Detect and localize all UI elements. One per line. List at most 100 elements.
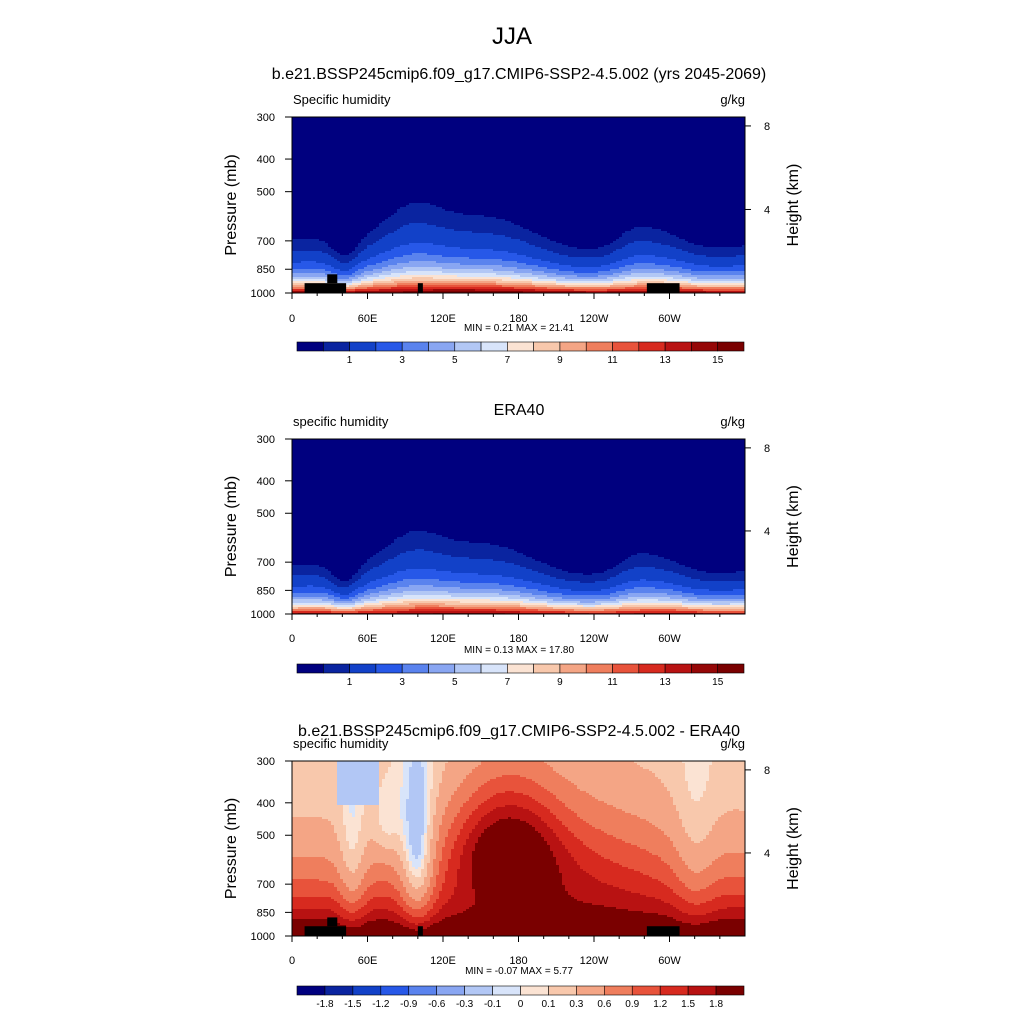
y-tick-label: 300 [257,112,275,124]
figure-title: JJA [492,23,532,50]
colorbar-swatch [428,664,454,673]
colorbar-swatch [665,664,691,673]
height-tick-label: 4 [764,526,770,538]
height-tick-label: 4 [764,848,770,860]
x-tick-label: 60W [658,955,681,967]
colorbar: 1 3 5 7 9 11 13 15 [297,342,744,366]
x-tick-label: 60W [658,313,681,325]
colorbar-swatch [534,342,560,351]
contour-field [292,117,746,294]
colorbar-label: 5 [452,677,458,688]
colorbar-swatch [465,986,493,995]
colorbar-swatch [297,342,323,351]
height-tick-label: 8 [764,121,770,133]
colorbar-swatch [718,664,744,673]
colorbar: -1.8 -1.5 -1.2 -0.9 -0.6 -0.3 -0.1 0 0.1 0.3 0.6 0.… [297,986,744,1010]
colorbar-swatch [560,342,586,351]
colorbar-swatch [718,342,744,351]
y-tick-label: 850 [257,264,275,276]
colorbar-label: 13 [660,677,672,688]
x-tick-label: 60W [658,633,681,645]
y-axis-label: Pressure (mb) [223,798,240,899]
x-tick-label: 180 [509,633,527,645]
colorbar-swatch [481,664,507,673]
y-tick-label: 850 [257,907,275,919]
colorbar-label: -0.9 [400,999,418,1010]
y-tick-label: 300 [257,434,275,446]
colorbar-swatch [613,664,639,673]
x-tick-label: 0 [289,633,295,645]
right-axis-label: Height (km) [785,164,802,247]
x-tick-label: 120E [430,955,456,967]
colorbar-label: 7 [505,677,511,688]
colorbar-swatch [586,664,612,673]
colorbar-swatch [560,664,586,673]
topography-mask [647,926,680,936]
right-axis-label: Height (km) [785,807,802,890]
x-tick-label: 120E [430,633,456,645]
y-tick-label: 700 [257,236,275,248]
field-label: specific humidity [293,736,389,751]
contour-field [292,761,746,937]
x-tick-label: 0 [289,955,295,967]
colorbar-swatch [660,986,688,995]
colorbar-label: -0.6 [428,999,446,1010]
colorbar-label: 13 [660,355,672,366]
colorbar-swatch [639,664,665,673]
colorbar-swatch [350,342,376,351]
colorbar-swatch [716,986,744,995]
y-tick-label: 1000 [251,931,275,943]
colorbar-label: -1.5 [344,999,362,1010]
colorbar-label: 1.8 [709,999,723,1010]
colorbar-label: 3 [399,355,405,366]
y-tick-label: 400 [257,476,275,488]
colorbar-label: 15 [712,355,724,366]
colorbar-swatch [402,342,428,351]
colorbar-swatch [297,664,323,673]
x-tick-label: 120W [580,633,609,645]
colorbar-label: 5 [452,355,458,366]
colorbar-swatch [534,664,560,673]
height-tick-label: 4 [764,204,770,216]
colorbar-swatch [350,664,376,673]
panel-3: b.e21.BSSP245cmip6.f09_g17.CMIP6-SSP2-4.… [223,723,802,1010]
x-tick-label: 60E [358,313,378,325]
colorbar-swatch [691,664,717,673]
colorbar-swatch [325,986,353,995]
colorbar-swatch [381,986,409,995]
colorbar-label: 7 [505,355,511,366]
colorbar-label: 0.3 [569,999,583,1010]
colorbar-swatch [613,342,639,351]
colorbar-label: 0.6 [597,999,611,1010]
field-label: Specific humidity [293,92,391,107]
colorbar-swatch [402,664,428,673]
contour-field [292,439,746,615]
colorbar-label: 1.2 [653,999,667,1010]
x-tick-label: 120E [430,313,456,325]
x-tick-label: 0 [289,313,295,325]
y-axis-label: Pressure (mb) [223,154,240,255]
y-tick-label: 300 [257,756,275,768]
colorbar-swatch [437,986,465,995]
x-tick-label: 60E [358,633,378,645]
colorbar-swatch [507,342,533,351]
colorbar-swatch [521,986,549,995]
units-label: g/kg [720,736,745,751]
colorbar-swatch [353,986,381,995]
colorbar-label: 1 [347,677,353,688]
colorbar-swatch [376,342,402,351]
colorbar-swatch [428,342,454,351]
colorbar-swatch [632,986,660,995]
colorbar-swatch [548,986,576,995]
y-tick-label: 700 [257,557,275,569]
x-tick-label: 120W [580,955,609,967]
colorbar-label: 11 [607,355,618,366]
colorbar-label: 11 [607,677,618,688]
colorbar-swatch [297,986,325,995]
colorbar-swatch [586,342,612,351]
y-tick-label: 400 [257,154,275,166]
colorbar-swatch [688,986,716,995]
x-tick-label: 60E [358,955,378,967]
topography-mask [647,283,680,293]
